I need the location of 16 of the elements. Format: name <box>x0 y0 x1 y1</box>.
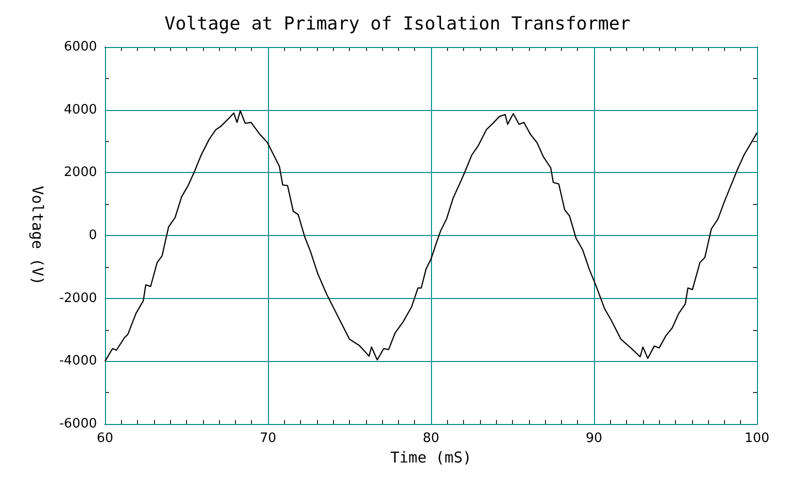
x-tick-label: 90 <box>586 431 602 446</box>
x-tick-label: 70 <box>260 431 276 446</box>
x-tick-label: 80 <box>422 431 440 446</box>
x-axis-title: Time (mS) <box>390 448 472 466</box>
y-tick-label: 2000 <box>64 165 97 180</box>
y-tick-label: -6000 <box>59 416 97 432</box>
line-series <box>104 110 758 362</box>
y-tick-label: 4000 <box>64 102 97 118</box>
x-tick-label: 60 <box>96 431 114 446</box>
y-tick-label: -4000 <box>59 354 97 369</box>
x-tick-label: 100 <box>744 431 770 446</box>
y-tick-label: 0 <box>88 228 97 243</box>
chart-title: Voltage at Primary of Isolation Transformer <box>164 14 631 34</box>
y-axis-title: Voltage (V) <box>28 186 46 286</box>
y-tick-label: 6000 <box>64 40 97 54</box>
y-tick-label: -2000 <box>59 290 97 306</box>
